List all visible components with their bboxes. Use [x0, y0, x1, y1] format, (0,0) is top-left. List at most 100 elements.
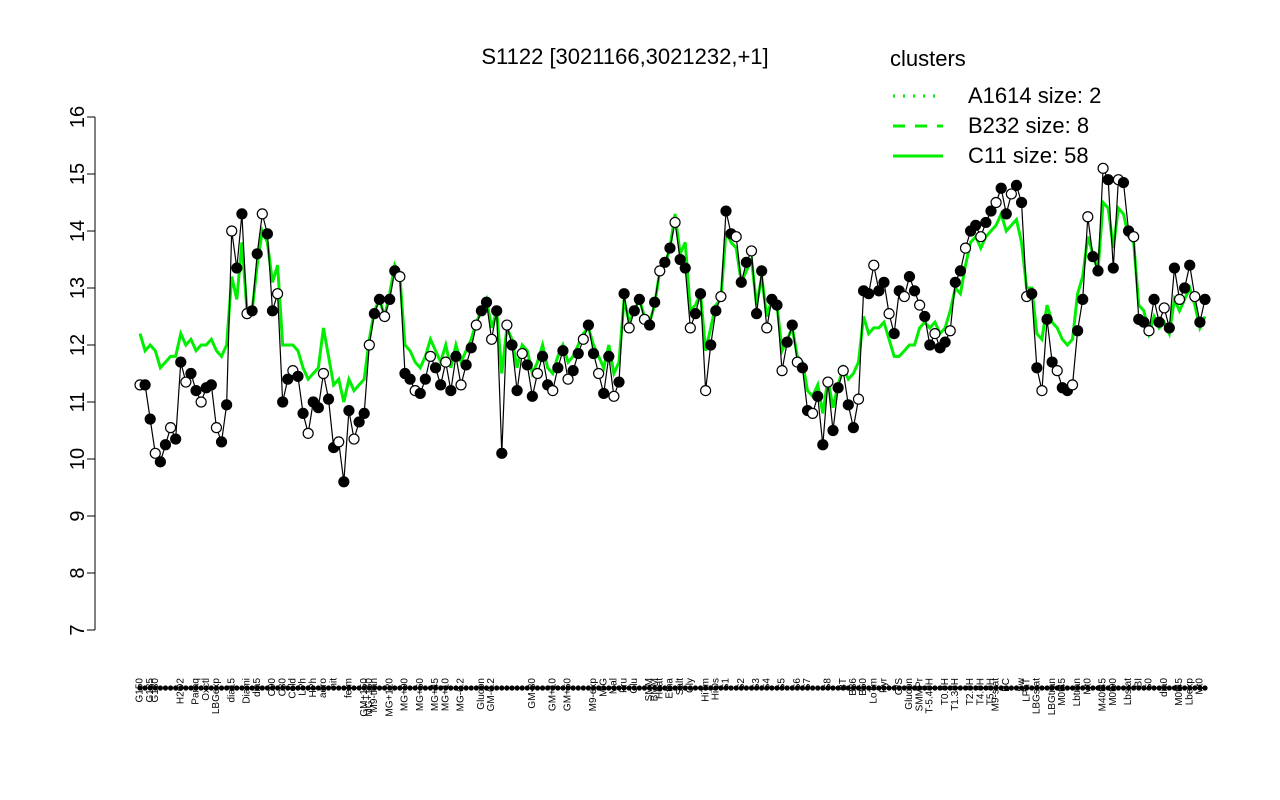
category-dot: [983, 685, 989, 691]
category-dot: [1008, 685, 1014, 691]
category-dot: [188, 685, 194, 691]
category-dot: [208, 685, 214, 691]
category-dot: [881, 685, 887, 691]
x-tick-label: S2: [736, 678, 747, 691]
category-dot: [499, 685, 505, 691]
point: [210, 422, 223, 434]
category-dot: [229, 685, 235, 691]
point: [215, 436, 228, 448]
x-tick-label: T4.0H: [975, 678, 986, 705]
point: [1036, 385, 1048, 397]
x-tick-label: H2O2: [175, 678, 186, 705]
category-dot: [973, 685, 979, 691]
point: [312, 402, 324, 414]
category-dot: [1146, 685, 1152, 691]
x-tick-label: Fru: [619, 678, 630, 693]
point: [878, 276, 890, 288]
point: [292, 370, 304, 382]
category-dot: [539, 685, 546, 691]
point: [1168, 262, 1181, 274]
category-dot: [290, 685, 296, 691]
category-dot: [799, 685, 806, 691]
category-dot: [152, 685, 158, 691]
category-dot: [438, 685, 444, 691]
point: [659, 256, 671, 268]
x-tick-label: LBGstat: [1031, 678, 1042, 714]
category-dot: [932, 685, 938, 691]
category-dot: [993, 685, 999, 691]
point: [231, 262, 243, 274]
category-dot: [641, 685, 648, 691]
x-tick-label: S4: [761, 678, 772, 691]
point: [333, 436, 345, 448]
category-dot: [1187, 685, 1193, 691]
point: [251, 248, 263, 260]
point: [450, 350, 462, 362]
point: [914, 299, 926, 311]
point: [185, 367, 197, 380]
point: [1148, 293, 1160, 305]
category-dot: [850, 685, 856, 691]
category-dot: [922, 685, 928, 691]
x-tick-label: Glucon: [904, 678, 915, 710]
category-dot: [743, 685, 749, 691]
category-dot: [967, 685, 974, 691]
category-dot: [748, 685, 755, 691]
category-dot: [341, 685, 347, 691]
category-dot: [320, 685, 327, 691]
point: [587, 347, 600, 360]
point: [735, 276, 747, 288]
category-dot: [687, 685, 693, 691]
category-dot: [1171, 685, 1178, 691]
category-dot: [1064, 685, 1071, 691]
point: [1173, 293, 1186, 305]
x-tick-label: GM-30: [527, 678, 538, 709]
category-dot: [504, 685, 510, 691]
point: [475, 305, 488, 317]
category-dot: [1176, 685, 1183, 691]
y-tick-label: 12: [67, 334, 89, 356]
x-tick-label: Glu: [629, 678, 640, 694]
x-tick-label: SMMPr: [914, 677, 925, 711]
point: [496, 447, 508, 459]
point: [990, 196, 1002, 209]
x-tick-label: HiTm: [700, 678, 711, 702]
point: [1010, 179, 1023, 191]
category-dot: [1151, 685, 1157, 691]
point: [149, 447, 161, 459]
point: [745, 245, 758, 257]
category-dot: [738, 685, 744, 691]
category-dot: [596, 685, 602, 691]
y-tick-label: 8: [67, 567, 89, 578]
category-dot: [519, 685, 525, 691]
category-dot: [585, 685, 592, 691]
category-dot: [203, 685, 209, 691]
point: [654, 265, 666, 277]
point: [384, 293, 396, 305]
point: [419, 373, 431, 385]
category-dot: [1156, 685, 1162, 691]
point: [378, 310, 391, 323]
category-dot: [218, 685, 225, 691]
point: [170, 433, 182, 445]
category-dot: [259, 685, 265, 691]
x-tick-label: MG+120: [384, 678, 395, 717]
point: [888, 328, 900, 340]
point: [1077, 293, 1089, 305]
x-tick-label: HiOs: [710, 678, 721, 700]
point: [440, 356, 452, 368]
category-dot: [524, 685, 530, 691]
category-dot: [417, 685, 423, 691]
category-dot: [234, 685, 240, 691]
category-dot: [458, 685, 464, 691]
point: [435, 379, 447, 391]
category-dot: [489, 685, 495, 691]
category-dot: [1080, 685, 1086, 691]
point: [1026, 288, 1038, 300]
point: [705, 339, 717, 351]
point: [414, 387, 426, 400]
point: [643, 319, 656, 331]
point: [277, 396, 289, 408]
category-dot: [860, 685, 867, 691]
